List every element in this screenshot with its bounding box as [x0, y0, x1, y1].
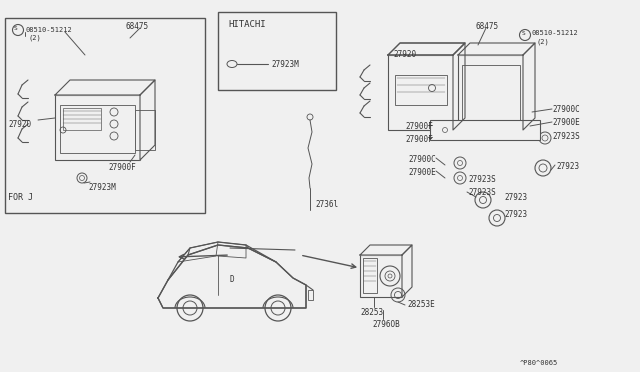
Bar — [135, 110, 155, 150]
Bar — [218, 12, 336, 90]
Text: 27923: 27923 — [504, 193, 527, 202]
Polygon shape — [140, 80, 155, 160]
Polygon shape — [458, 43, 535, 55]
Polygon shape — [523, 43, 535, 130]
Polygon shape — [55, 80, 155, 95]
Bar — [363, 258, 377, 293]
Text: 08510-51212: 08510-51212 — [532, 30, 579, 36]
Text: 27923: 27923 — [504, 210, 527, 219]
Text: 27900F: 27900F — [405, 135, 433, 144]
Bar — [430, 120, 540, 140]
Text: D: D — [230, 275, 235, 284]
Text: 27923S: 27923S — [552, 132, 580, 141]
Text: S: S — [521, 31, 525, 36]
Text: 28253E: 28253E — [407, 300, 435, 309]
Bar — [395, 75, 447, 105]
Bar — [55, 95, 140, 160]
Text: 27900F: 27900F — [108, 163, 136, 172]
Polygon shape — [402, 245, 412, 297]
Bar — [458, 55, 523, 130]
Text: HITACHI: HITACHI — [228, 20, 266, 29]
Text: 27923S: 27923S — [468, 188, 496, 197]
Text: 27900E: 27900E — [552, 118, 580, 127]
Text: FOR J: FOR J — [8, 193, 33, 202]
Text: S: S — [14, 26, 18, 31]
Text: 27900F: 27900F — [405, 122, 433, 131]
Polygon shape — [158, 245, 306, 308]
Text: 68475: 68475 — [125, 22, 148, 31]
Text: 2736l: 2736l — [315, 200, 338, 209]
Text: 27923: 27923 — [556, 162, 579, 171]
Bar — [63, 108, 101, 130]
Text: 27920: 27920 — [8, 120, 31, 129]
Bar — [462, 65, 520, 127]
Text: 08510-51212: 08510-51212 — [25, 27, 72, 33]
Text: 27900E: 27900E — [408, 168, 436, 177]
Text: 27920: 27920 — [393, 50, 416, 59]
Ellipse shape — [227, 61, 237, 67]
Text: (2): (2) — [28, 34, 41, 41]
Polygon shape — [388, 43, 465, 55]
Text: 27923M: 27923M — [271, 60, 299, 69]
Bar — [60, 105, 135, 153]
Bar — [360, 255, 402, 297]
Polygon shape — [453, 43, 465, 130]
Text: 2796OB: 2796OB — [372, 320, 400, 329]
Bar — [388, 55, 453, 130]
Text: 27900C: 27900C — [552, 105, 580, 114]
Bar — [308, 290, 313, 300]
Text: (2): (2) — [536, 38, 548, 45]
Text: 27923M: 27923M — [88, 183, 116, 192]
Text: 68475: 68475 — [476, 22, 499, 31]
Text: ^P80^0065: ^P80^0065 — [520, 360, 558, 366]
Text: 28253: 28253 — [360, 308, 383, 317]
Polygon shape — [360, 245, 412, 255]
Text: 27923S: 27923S — [468, 175, 496, 184]
Bar — [5, 18, 205, 213]
Text: 27900C: 27900C — [408, 155, 436, 164]
